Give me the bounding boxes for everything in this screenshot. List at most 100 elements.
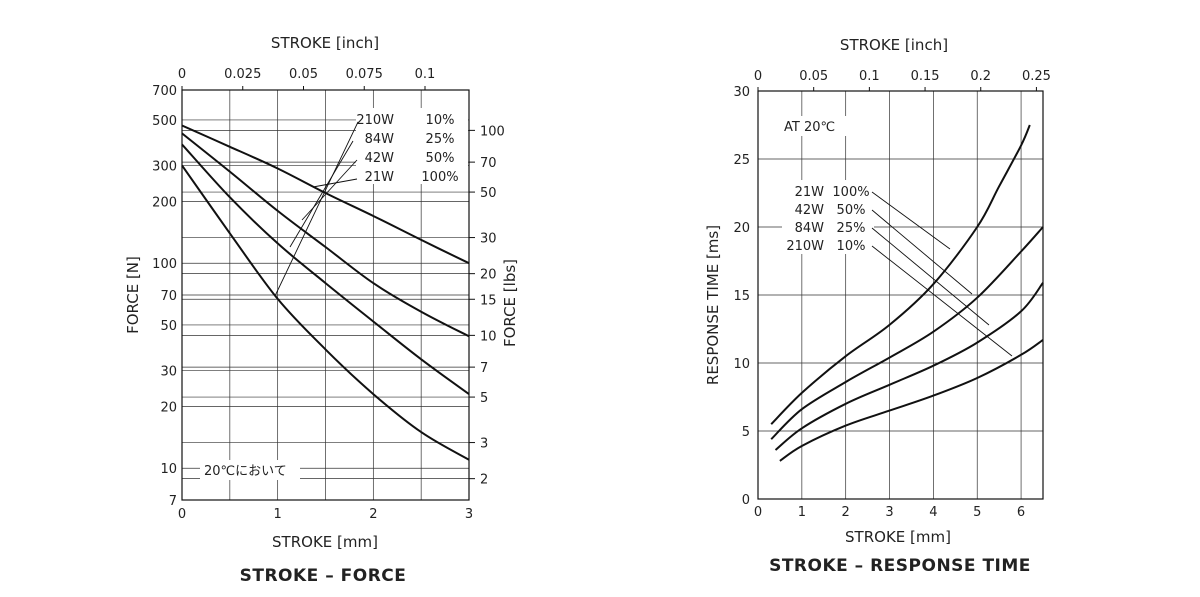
response-legend-duty: 10% [837,239,866,254]
force-y2-tick-label: 70 [480,156,497,171]
force-y-axis-title: FORCE [N] [124,256,142,334]
response-y-tick-label: 15 [733,289,750,304]
force-legend-duty: 10% [426,113,455,128]
force-y2-ticks: 2 3 5 7 10 15 20 30 50 70 100 [469,124,505,488]
force-legend-bg [356,108,468,184]
force-legend-duty: 25% [426,132,455,147]
response-series-line-3 [774,282,1044,451]
response-x-top-ticks: 0 0.05 0.1 0.15 0.2 0.25 [754,69,1051,91]
response-y-tick-label: 10 [733,357,750,372]
force-y-ticks: 7 10 20 30 50 70 100 200 300 500 700 [152,84,177,509]
response-legend-duty: 100% [832,185,869,200]
force-x-top-tick-label: 0.1 [415,67,436,82]
response-x-tick-label: 4 [929,505,937,520]
force-y-tick-label: 50 [160,319,177,334]
force-x-tick-label: 0 [178,507,186,522]
force-y2-tick-label: 10 [480,329,497,344]
force-x-tick-label: 3 [465,507,473,522]
response-x-tick-label: 1 [798,505,806,520]
response-legend-watt: 42W [795,203,825,218]
force-y-tick-label: 100 [152,257,177,272]
force-curves [181,124,470,461]
force-y-tick-label: 30 [160,364,177,379]
force-x-axis-title: STROKE [mm] [272,533,378,551]
response-y-tick-label: 5 [742,425,750,440]
response-legend-bg [782,180,874,254]
force-chart-caption: STROKE – FORCE [240,566,407,586]
response-leader-line [871,191,951,250]
response-grid [758,91,1043,499]
response-curves [770,124,1044,462]
response-leader-line [871,209,973,295]
force-y-tick-label: 700 [152,84,177,99]
force-y-tick-label: 7 [169,494,177,509]
response-x-top-tick-label: 0.2 [970,69,991,84]
force-leader-line [274,121,359,297]
force-x-top-axis-title: STROKE [inch] [271,34,379,52]
force-y-tick-label: 20 [160,401,177,416]
force-y2-tick-label: 50 [480,186,497,201]
force-y-tick-label: 70 [160,289,177,304]
response-series-line-2 [770,226,1044,440]
force-leader-line [312,178,358,188]
force-x-top-ticks: 0 0.025 0.05 0.075 0.1 [178,67,435,90]
force-x-top-tick-label: 0.075 [346,67,383,82]
force-legend-watt: 84W [365,132,395,147]
force-legend-duty: 50% [426,151,455,166]
response-legend: 21W 100% 42W 50% 84W 25% 210W 10% [782,180,1013,357]
response-legend-watt: 84W [795,221,825,236]
force-series-line-1 [181,124,470,265]
response-y-tick-label: 20 [733,221,750,236]
force-legend-duty: 100% [421,170,458,185]
force-x-top-tick-label: 0 [178,67,186,82]
response-leader-line [871,245,1013,357]
response-x-tick-label: 5 [973,505,981,520]
response-legend-duty: 50% [837,203,866,218]
force-x-tick-label: 2 [369,507,377,522]
force-y2-axis-title: FORCE [lbs] [501,259,519,347]
force-leader-line [289,140,354,248]
force-legend-watt: 42W [365,151,395,166]
response-series-line-1 [770,124,1031,425]
force-y2-tick-label: 30 [480,232,497,247]
force-chart-note: 20℃において [204,464,287,479]
force-y2-tick-label: 20 [480,268,497,283]
force-series-line-4 [181,164,470,461]
force-y2-tick-label: 100 [480,124,505,139]
response-x-tick-label: 6 [1017,505,1025,520]
response-x-top-axis-title: STROKE [inch] [840,36,948,54]
force-y2-tick-label: 7 [480,361,488,376]
force-y-tick-label: 10 [160,462,177,477]
response-x-axis-title: STROKE [mm] [845,528,951,546]
response-series-line-4 [779,339,1044,462]
force-series-line-3 [181,143,470,395]
response-chart-note: AT 20℃ [784,120,835,135]
force-series-line-2 [181,132,470,338]
stroke-response-time-chart: 0 1 2 3 4 5 6 0 0.05 0.1 0.15 0.2 0.25 0 5 10 15 20 25 30… [704,36,1051,576]
response-legend-watt: 210W [786,239,824,254]
response-y-tick-label: 30 [733,85,750,100]
force-legend: 210W 10% 84W 25% 42W 50% 21W 100% [274,108,468,297]
response-y-tick-label: 25 [733,153,750,168]
response-x-tick-label: 3 [885,505,893,520]
response-x-top-tick-label: 0.15 [911,69,940,84]
force-note-bg [200,460,300,480]
force-y-tick-label: 200 [152,196,177,211]
response-x-top-tick-label: 0 [754,69,762,84]
force-legend-watt: 21W [365,170,395,185]
force-y2-tick-label: 5 [480,391,488,406]
force-legend-watt: 210W [356,113,394,128]
response-x-top-tick-label: 0.1 [859,69,880,84]
force-y2-tick-label: 3 [480,437,488,452]
response-leader-line [871,227,990,326]
force-plot-frame [181,89,470,501]
response-x-top-tick-label: 0.25 [1022,69,1051,84]
response-x-tick-label: 2 [842,505,850,520]
response-note-bg [780,116,860,136]
response-y-tick-label: 0 [742,493,750,508]
response-legend-duty: 25% [837,221,866,236]
response-chart-caption: STROKE – RESPONSE TIME [769,556,1031,576]
